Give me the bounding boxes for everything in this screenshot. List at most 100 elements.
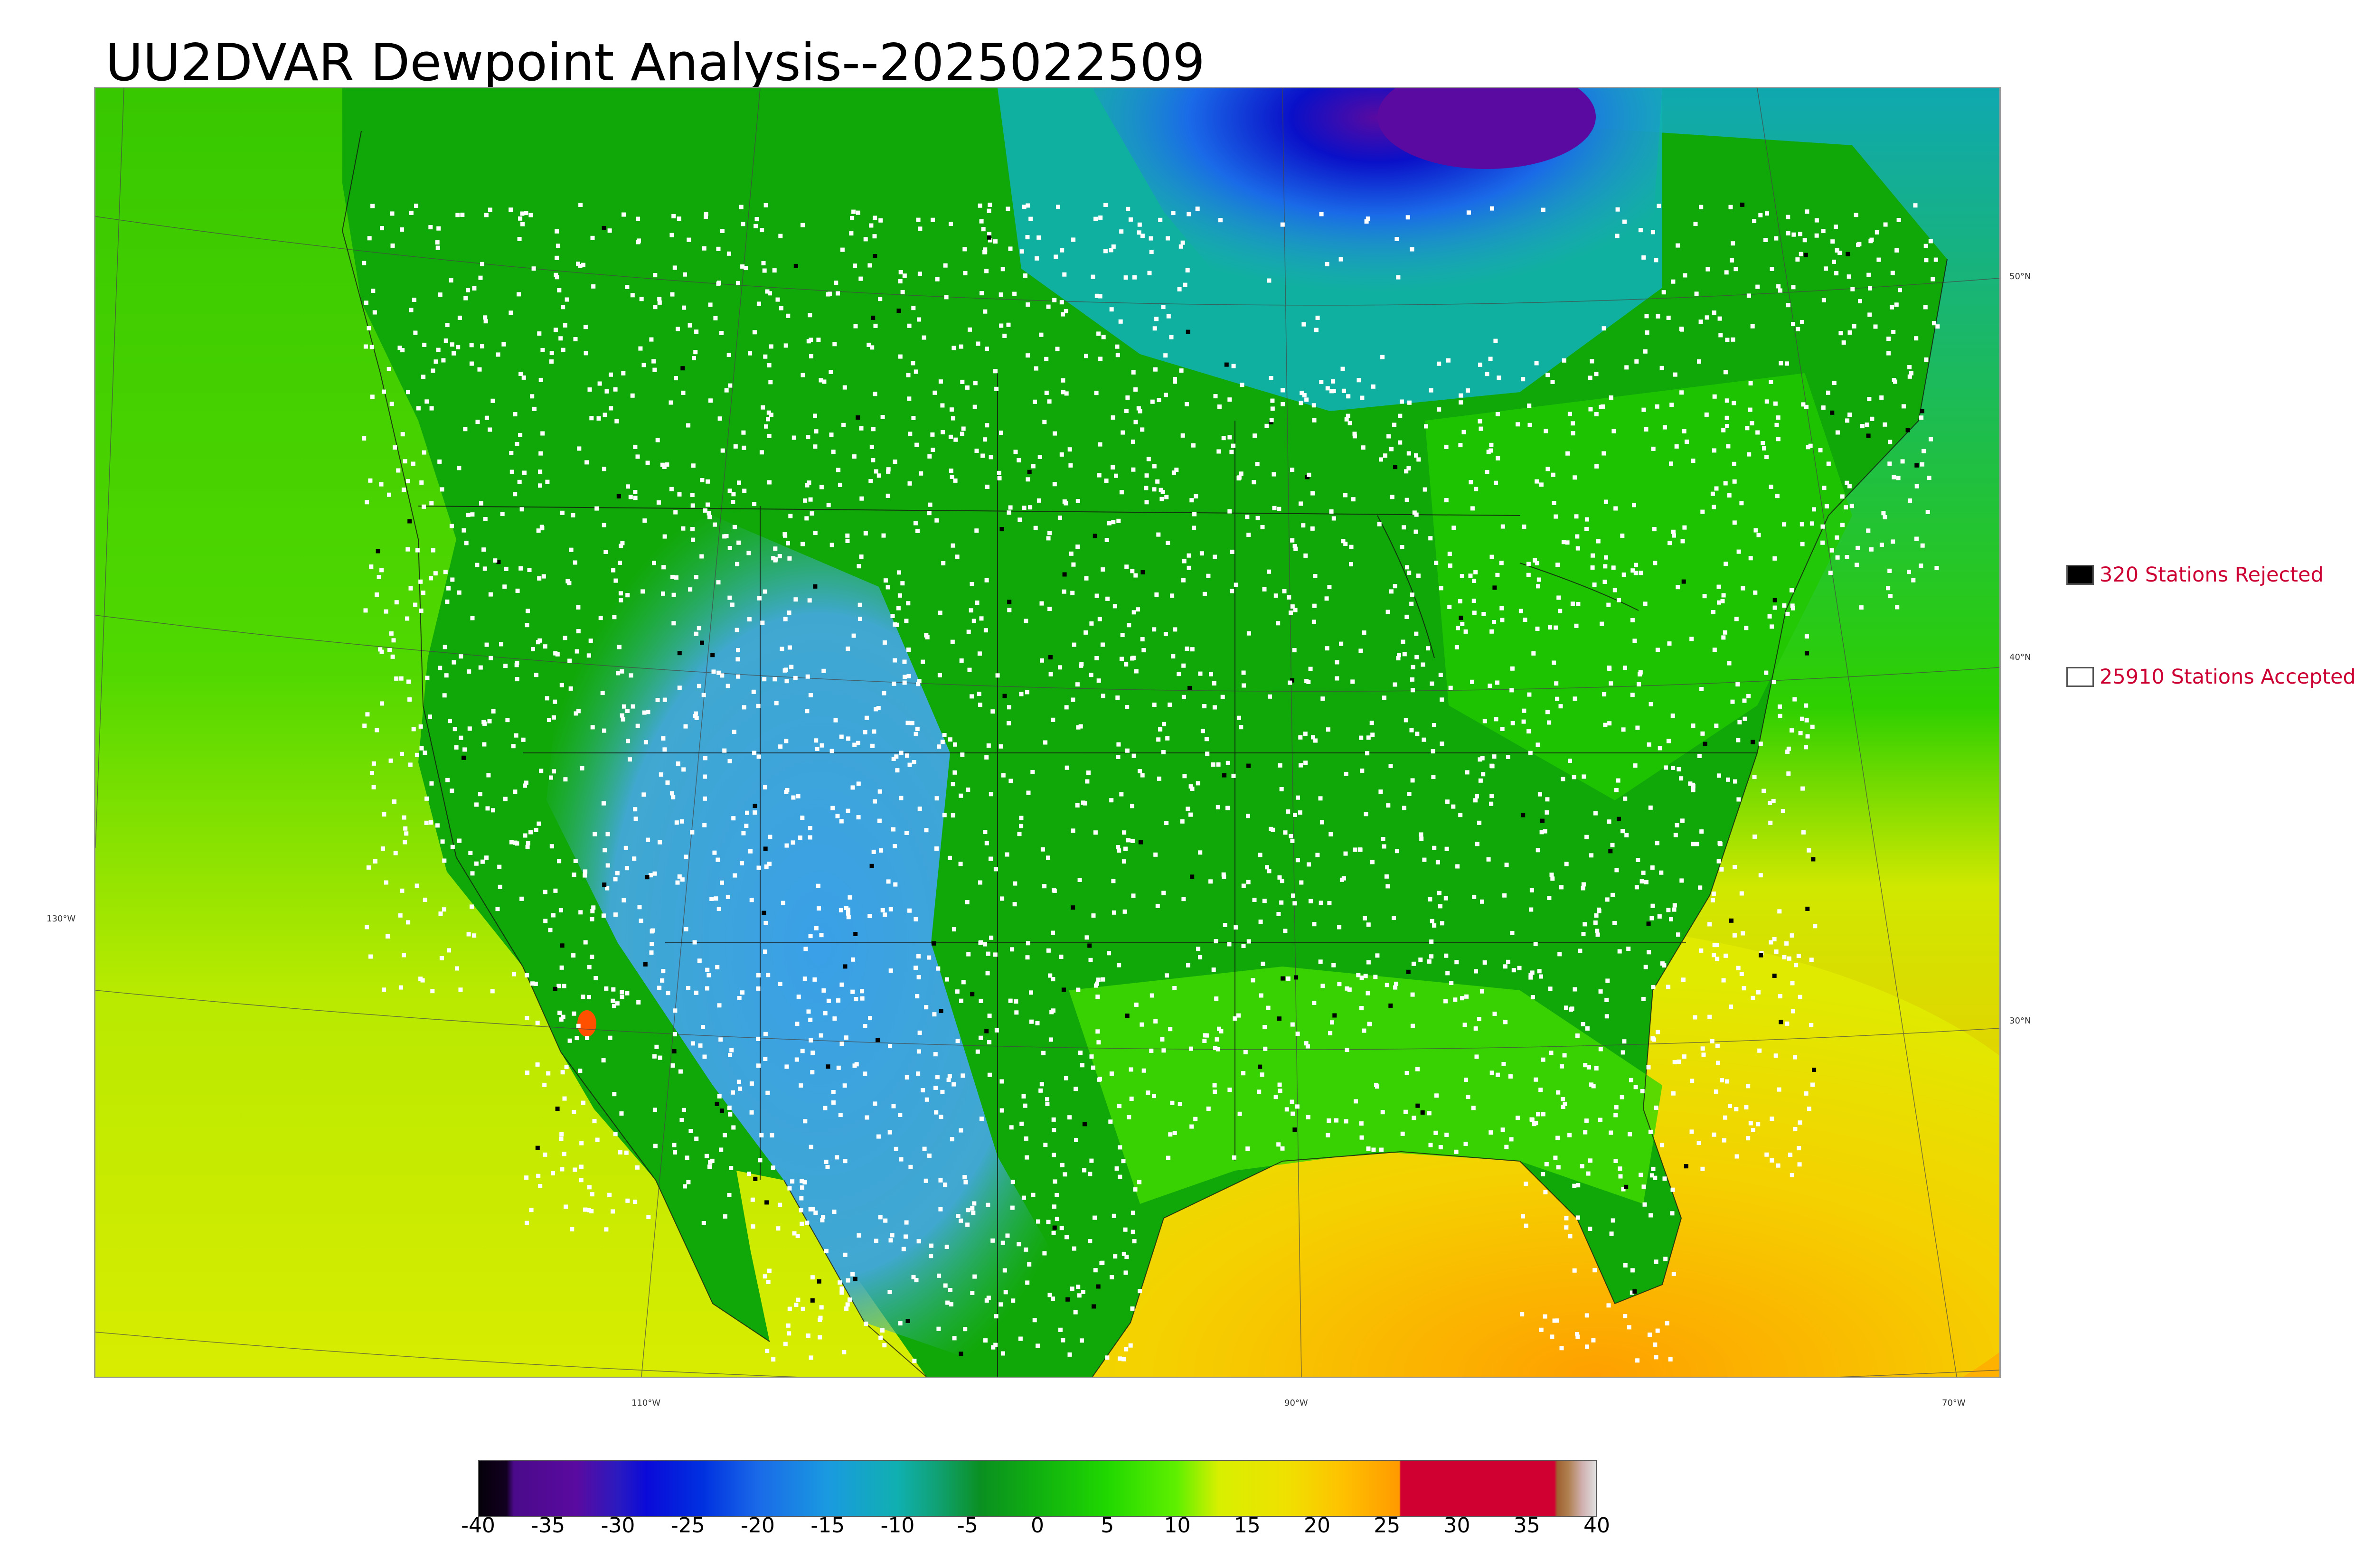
station-marker [1470,679,1474,684]
station-marker [1888,594,1893,599]
station-marker [613,578,618,583]
station-marker [418,579,423,584]
station-marker [1051,930,1055,935]
station-marker [1752,834,1757,839]
station-marker [1489,1070,1494,1075]
station-marker [1609,1231,1614,1236]
station-marker [436,347,441,352]
station-marker [1521,1214,1525,1219]
station-marker [902,680,907,685]
station-marker [1489,794,1494,798]
station-marker [620,995,624,999]
station-marker [1252,480,1256,485]
station-marker [1772,973,1777,978]
station-marker [1077,878,1082,882]
station-marker [829,543,834,547]
station-marker [1734,1154,1739,1159]
station-marker [462,747,467,752]
station-marker [1220,695,1225,699]
station-marker [1262,1025,1267,1030]
station-marker [1241,670,1246,675]
station-marker [1703,742,1707,746]
station-marker [1656,1030,1660,1034]
station-marker [1799,522,1804,526]
station-marker [1019,824,1024,828]
station-marker [636,1000,641,1005]
station-marker [1609,1130,1613,1135]
station-marker [1410,688,1415,693]
station-marker [1671,279,1676,284]
station-marker [1231,443,1235,448]
station-marker [1444,846,1449,851]
station-marker [898,1321,903,1326]
station-marker [914,732,918,736]
station-marker [1403,1109,1408,1114]
station-marker [1415,1103,1420,1108]
station-marker [1923,305,1928,310]
station-marker [979,940,983,945]
station-marker [984,578,989,582]
station-marker [1367,1022,1372,1026]
station-marker [1744,626,1749,630]
station-marker [924,1097,929,1102]
station-marker [1212,1083,1217,1088]
station-marker [1427,1111,1432,1116]
station-marker [872,729,876,734]
station-marker [1418,958,1423,962]
station-marker [608,1035,612,1040]
station-marker [1774,949,1779,954]
station-marker [405,616,410,621]
station-marker [938,379,943,384]
station-marker [1393,985,1398,990]
station-marker [1405,215,1410,220]
station-marker [1058,665,1063,670]
station-marker [400,432,405,437]
station-marker [1772,605,1777,610]
station-marker [447,948,451,953]
station-marker [1130,1230,1135,1234]
station-marker [1530,1117,1535,1122]
station-marker [762,268,767,273]
station-marker [557,859,562,864]
station-marker [1344,417,1349,422]
station-marker [618,561,622,565]
station-marker [1124,1347,1129,1352]
station-marker [978,203,982,208]
station-marker [406,920,411,925]
station-marker [509,840,514,845]
station-marker [419,480,424,485]
station-marker [457,466,462,470]
station-marker [1352,434,1357,439]
station-marker [1588,407,1593,412]
station-marker [1850,287,1855,291]
station-marker [636,240,641,244]
station-marker [545,696,549,701]
station-marker [1676,932,1680,937]
station-marker [1876,257,1881,262]
station-marker [1094,656,1099,660]
station-marker [979,616,984,621]
station-marker [723,1214,727,1219]
station-marker [1440,697,1444,702]
station-marker [863,237,868,242]
station-marker [368,954,373,959]
station-marker [1044,357,1049,361]
station-marker [1034,366,1038,371]
station-marker [1051,977,1055,982]
station-marker [798,836,802,840]
station-marker [1622,219,1627,224]
station-marker [1177,287,1182,291]
station-marker [1314,328,1319,332]
station-marker [633,490,638,494]
station-marker [1840,523,1845,527]
station-marker [586,1208,591,1212]
station-marker [1804,634,1809,639]
station-marker [1758,213,1763,217]
station-marker [540,526,545,531]
station-marker [959,1218,963,1223]
station-marker [1636,858,1640,862]
station-marker [1055,1217,1059,1221]
station-marker [715,965,720,969]
station-marker [693,350,698,355]
station-marker [1798,1120,1802,1125]
